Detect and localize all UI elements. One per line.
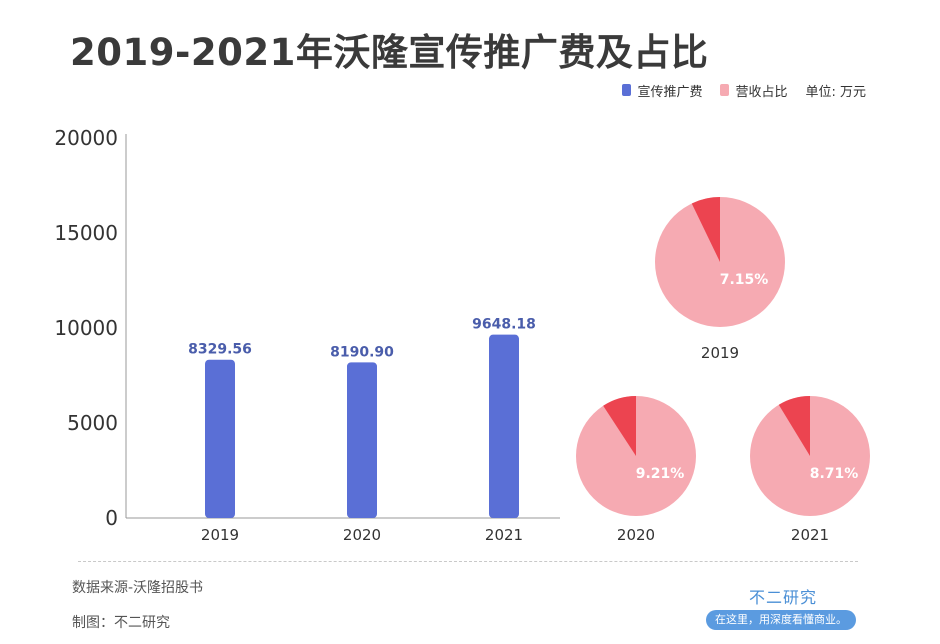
y-tick-label: 15000 — [54, 221, 118, 245]
bar — [489, 334, 519, 518]
pie-year-label: 2019 — [701, 344, 739, 362]
pie-share-label: 7.15% — [720, 272, 769, 288]
bar-value-label: 8190.90 — [330, 344, 394, 360]
y-tick-label: 20000 — [54, 126, 118, 150]
x-tick-label: 2020 — [343, 526, 381, 544]
x-tick-label: 2019 — [201, 526, 239, 544]
footer-divider — [78, 561, 858, 562]
pie-share-slice — [778, 396, 810, 456]
legend-label-share: 营收占比 — [735, 84, 788, 100]
y-tick-label: 0 — [105, 506, 118, 530]
pie-share-slice — [603, 396, 636, 456]
chart-title: 2019-2021年沃隆宣传推广费及占比 — [70, 31, 709, 74]
chart-maker: 制图：不二研究 — [72, 615, 170, 631]
pie-year-label: 2020 — [617, 526, 655, 544]
data-source: 数据来源-沃隆招股书 — [72, 580, 204, 596]
bar-value-label: 8329.56 — [188, 342, 252, 358]
legend-swatch-bar — [622, 84, 632, 96]
brand-tagline: 在这里，用深度看懂商业。 — [706, 610, 856, 630]
y-tick-label: 5000 — [67, 411, 118, 435]
legend-label-promotion: 宣传推广费 — [637, 84, 703, 100]
legend-item-promotion: 宣传推广费 — [622, 81, 702, 100]
legend-item-share: 营收占比 — [720, 81, 787, 100]
pie-share-slice — [691, 197, 720, 262]
pie-year-label: 2021 — [791, 526, 829, 544]
unit-label: 单位: 万元 — [805, 84, 866, 100]
pie-share-label: 9.21% — [636, 466, 685, 482]
x-tick-label: 2021 — [485, 526, 523, 544]
y-tick-label: 10000 — [54, 316, 118, 340]
brand-logo-text: 不二研究 — [748, 588, 817, 607]
legend: 宣传推广费 营收占比 单位: 万元 — [622, 80, 866, 100]
pie-share-label: 8.71% — [810, 466, 859, 482]
bar — [205, 359, 235, 518]
bar — [347, 362, 377, 518]
legend-swatch-pie — [720, 84, 730, 96]
bar-value-label: 9648.18 — [472, 317, 536, 333]
